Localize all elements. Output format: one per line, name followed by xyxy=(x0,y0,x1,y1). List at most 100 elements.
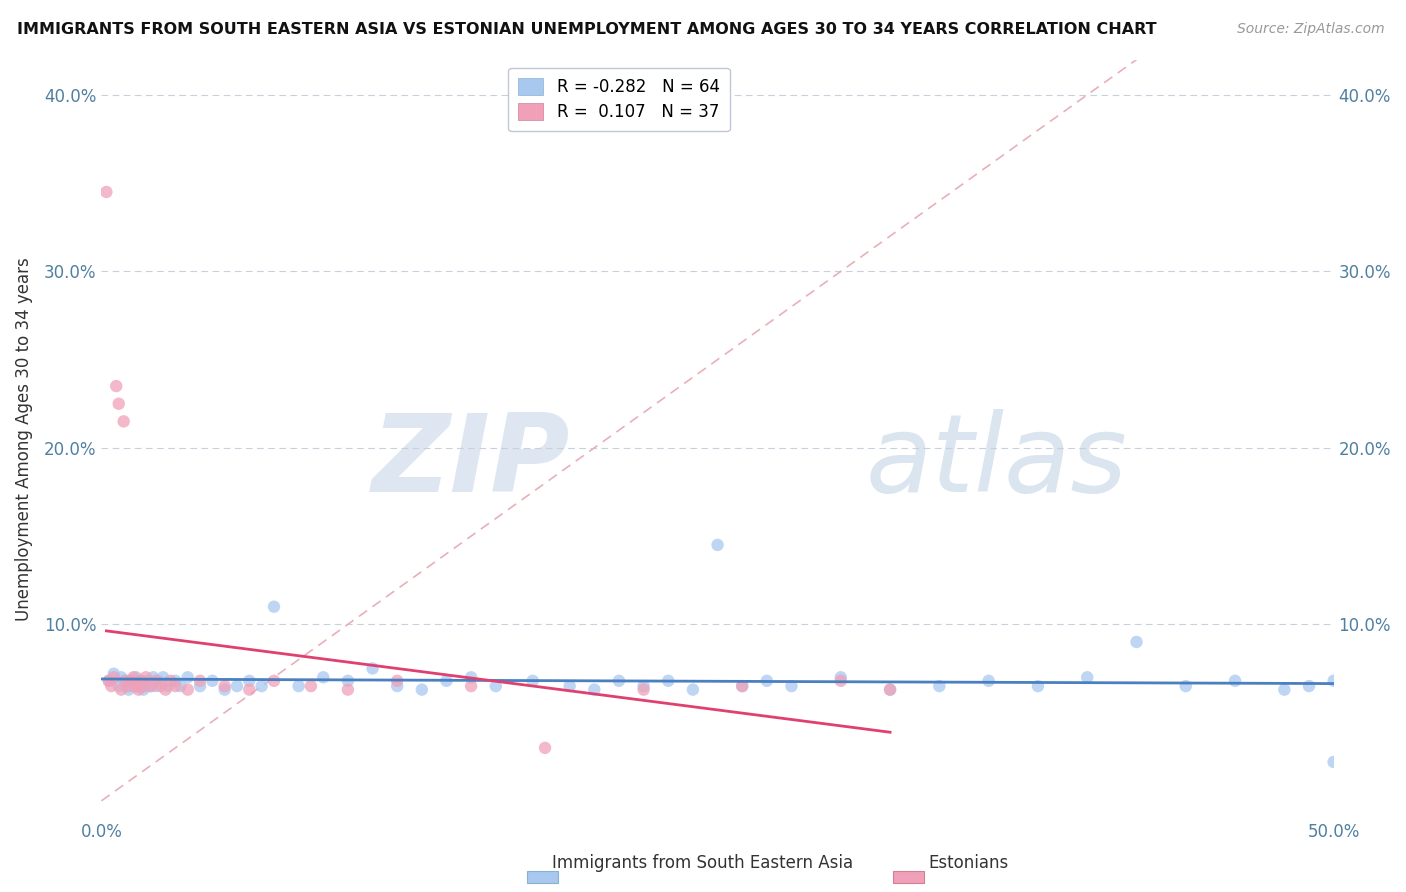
Point xyxy=(731,679,754,693)
Point xyxy=(120,673,142,688)
Point xyxy=(156,679,179,693)
Point xyxy=(263,599,285,614)
Point xyxy=(299,679,322,693)
Point xyxy=(129,673,152,688)
Point xyxy=(132,682,155,697)
Point xyxy=(188,679,211,693)
Point xyxy=(780,679,803,693)
Point xyxy=(177,670,200,684)
Point xyxy=(287,679,309,693)
Point xyxy=(214,679,236,693)
Point xyxy=(127,679,149,693)
Point xyxy=(97,673,120,688)
Point xyxy=(336,673,359,688)
Point xyxy=(879,682,901,697)
Text: ZIP: ZIP xyxy=(371,409,569,515)
Point xyxy=(411,682,433,697)
Point xyxy=(97,673,120,688)
Point xyxy=(460,670,482,684)
Point xyxy=(1076,670,1098,684)
Point xyxy=(385,673,408,688)
Point xyxy=(633,679,655,693)
Point xyxy=(755,673,778,688)
Point xyxy=(1026,679,1049,693)
Point xyxy=(177,682,200,697)
Point xyxy=(169,679,191,693)
Point xyxy=(731,679,754,693)
Point xyxy=(105,379,128,393)
Point xyxy=(100,679,122,693)
Point xyxy=(226,679,249,693)
Y-axis label: Unemployment Among Ages 30 to 34 years: Unemployment Among Ages 30 to 34 years xyxy=(15,257,32,621)
Point xyxy=(103,670,125,684)
Point xyxy=(830,670,852,684)
Point xyxy=(117,679,139,693)
Point xyxy=(117,682,139,697)
Point xyxy=(112,414,135,428)
Point xyxy=(107,679,129,693)
Point xyxy=(159,673,181,688)
Point xyxy=(336,682,359,697)
Point xyxy=(142,670,165,684)
Point xyxy=(682,682,704,697)
Point xyxy=(110,670,132,684)
Legend: R = -0.282   N = 64, R =  0.107   N = 37: R = -0.282 N = 64, R = 0.107 N = 37 xyxy=(509,68,730,131)
Point xyxy=(132,679,155,693)
Point xyxy=(1323,755,1346,769)
Point xyxy=(361,661,384,675)
Point xyxy=(1125,635,1147,649)
Text: Immigrants from South Eastern Asia: Immigrants from South Eastern Asia xyxy=(553,855,853,872)
Point xyxy=(1174,679,1197,693)
Point xyxy=(135,679,157,693)
Point xyxy=(706,538,728,552)
Point xyxy=(201,673,224,688)
Point xyxy=(558,679,581,693)
Point xyxy=(165,679,187,693)
Point xyxy=(115,673,138,688)
Point xyxy=(312,670,335,684)
Point xyxy=(136,673,159,688)
Point xyxy=(928,679,950,693)
Point xyxy=(879,682,901,697)
Point xyxy=(188,673,211,688)
Point xyxy=(152,670,174,684)
Point xyxy=(522,673,544,688)
Point xyxy=(436,673,458,688)
Text: atlas: atlas xyxy=(866,409,1128,515)
Text: Source: ZipAtlas.com: Source: ZipAtlas.com xyxy=(1237,22,1385,37)
Point xyxy=(165,673,187,688)
Point xyxy=(1272,682,1295,697)
Point xyxy=(125,679,148,693)
Point xyxy=(657,673,679,688)
Point xyxy=(103,666,125,681)
Point xyxy=(122,670,145,684)
Point xyxy=(155,682,177,697)
Point xyxy=(107,397,129,411)
Point xyxy=(214,682,236,697)
Point xyxy=(263,673,285,688)
Point xyxy=(146,673,169,688)
Point xyxy=(1223,673,1246,688)
Point xyxy=(830,673,852,688)
Point xyxy=(977,673,1000,688)
Point xyxy=(115,679,138,693)
Point xyxy=(120,673,142,688)
Point xyxy=(250,679,273,693)
Point xyxy=(129,673,152,688)
Point xyxy=(1323,673,1346,688)
Point xyxy=(149,679,172,693)
Point xyxy=(633,682,655,697)
Text: Estonians: Estonians xyxy=(928,855,1008,872)
Point xyxy=(139,679,162,693)
Point xyxy=(607,673,630,688)
Point xyxy=(385,679,408,693)
Point xyxy=(534,740,557,755)
Point xyxy=(125,670,148,684)
Point xyxy=(127,682,149,697)
Point xyxy=(96,185,118,199)
Point xyxy=(110,682,132,697)
Point xyxy=(122,679,145,693)
Point xyxy=(139,679,162,693)
Point xyxy=(1298,679,1320,693)
Point xyxy=(145,673,167,688)
